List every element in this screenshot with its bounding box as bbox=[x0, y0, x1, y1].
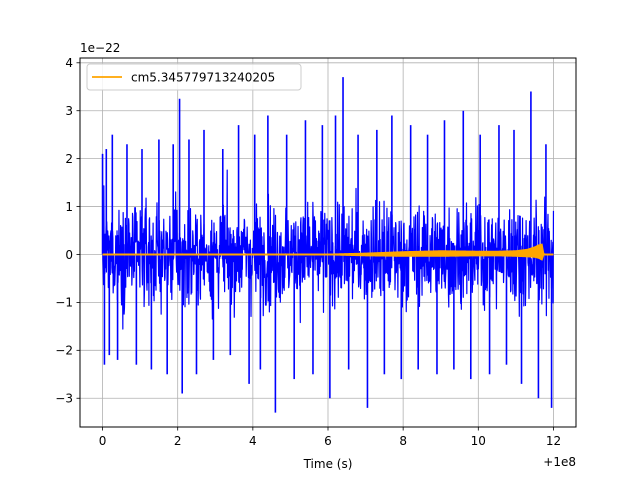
x-tick-label-5: 10 bbox=[471, 434, 486, 448]
x-axis-offset-label: +1e8 bbox=[543, 455, 576, 469]
y-axis-scale-label: 1e−22 bbox=[80, 41, 120, 55]
x-axis-label: Time (s) bbox=[303, 457, 353, 471]
template-line bbox=[102, 250, 554, 256]
x-tick-label-1: 2 bbox=[174, 434, 182, 448]
y-tick-label-4: 1 bbox=[65, 200, 73, 214]
y-tick-label-3: 0 bbox=[65, 248, 73, 262]
y-tick-label-7: 4 bbox=[65, 56, 73, 70]
plot-series bbox=[101, 77, 555, 413]
legend-label-template: cm5.345779713240205 bbox=[131, 71, 275, 85]
y-tick-label-0: −3 bbox=[55, 392, 73, 406]
legend-box bbox=[86, 63, 302, 91]
x-tick-label-4: 8 bbox=[399, 434, 407, 448]
y-tick-label-1: −2 bbox=[55, 344, 73, 358]
y-tick-label-2: −1 bbox=[55, 296, 73, 310]
x-tick-label-0: 0 bbox=[99, 434, 107, 448]
x-tick-label-3: 6 bbox=[324, 434, 332, 448]
legend: cm5.345779713240205 bbox=[86, 63, 302, 91]
x-tick-label-2: 4 bbox=[249, 434, 257, 448]
y-tick-label-6: 3 bbox=[65, 104, 73, 118]
y-tick-label-5: 2 bbox=[65, 152, 73, 166]
x-tick-label-6: 12 bbox=[546, 434, 561, 448]
